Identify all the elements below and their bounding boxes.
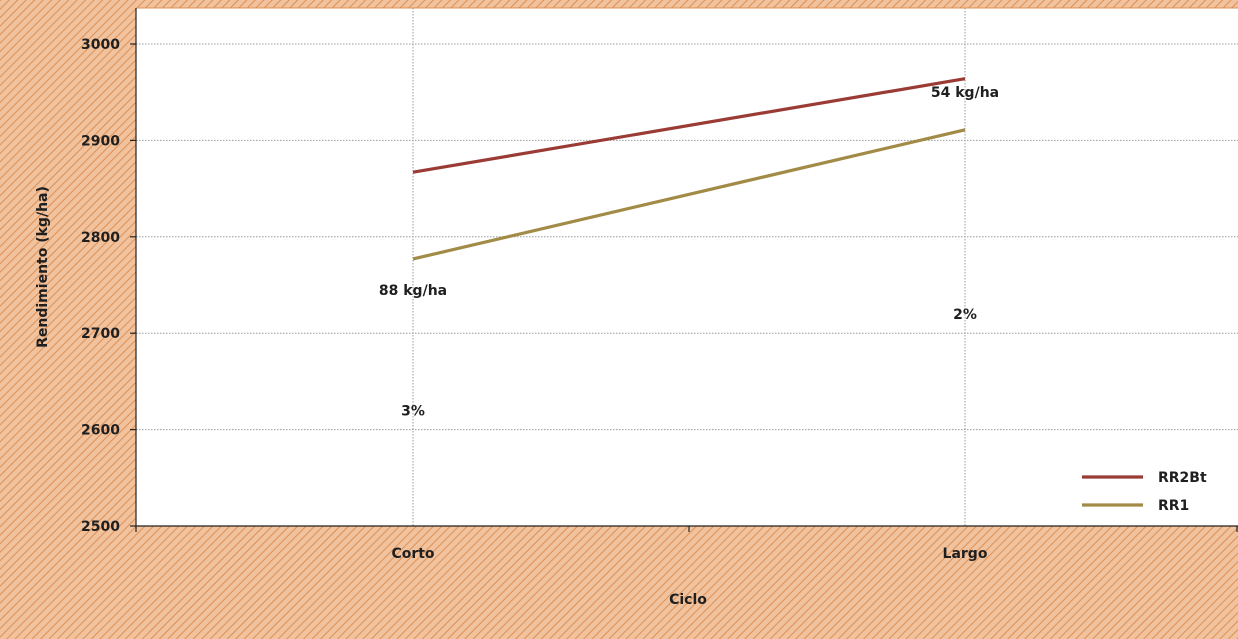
x-tick-label: Largo	[943, 546, 988, 562]
y-tick-label: 3000	[81, 37, 120, 53]
series-layer	[412, 77, 966, 261]
x-axis-label: Ciclo	[669, 592, 707, 608]
x-axis-ticks: Corto Largo	[135, 526, 1238, 562]
annotation-label: 54 kg/ha	[931, 85, 999, 101]
y-tick-label: 2700	[81, 326, 120, 342]
plot-area	[136, 8, 1238, 526]
y-tick-label: 2500	[81, 519, 120, 535]
y-tick-label: 2800	[81, 230, 120, 246]
gridlines	[136, 8, 1238, 526]
y-axis-ticks: 2500 2600 2700 2800 2900 3000	[81, 37, 136, 535]
x-tick-label: Corto	[391, 546, 434, 562]
legend-label: RR1	[1158, 498, 1189, 514]
annotation-label: 2%	[953, 307, 977, 323]
y-tick-label: 2600	[81, 423, 120, 439]
legend-label: RR2Bt	[1158, 470, 1207, 486]
annotations: 88 kg/ha 3% 54 kg/ha 2%	[379, 85, 999, 419]
series-line-rr1	[412, 128, 966, 261]
annotation-label: 88 kg/ha	[379, 283, 447, 299]
y-tick-label: 2900	[81, 133, 120, 149]
y-axis-label: Rendimiento (kg/ha)	[35, 186, 51, 348]
series-line-rr2bt	[412, 77, 966, 174]
annotation-label: 3%	[401, 403, 425, 419]
legend: RR2Bt RR1	[1082, 470, 1207, 514]
